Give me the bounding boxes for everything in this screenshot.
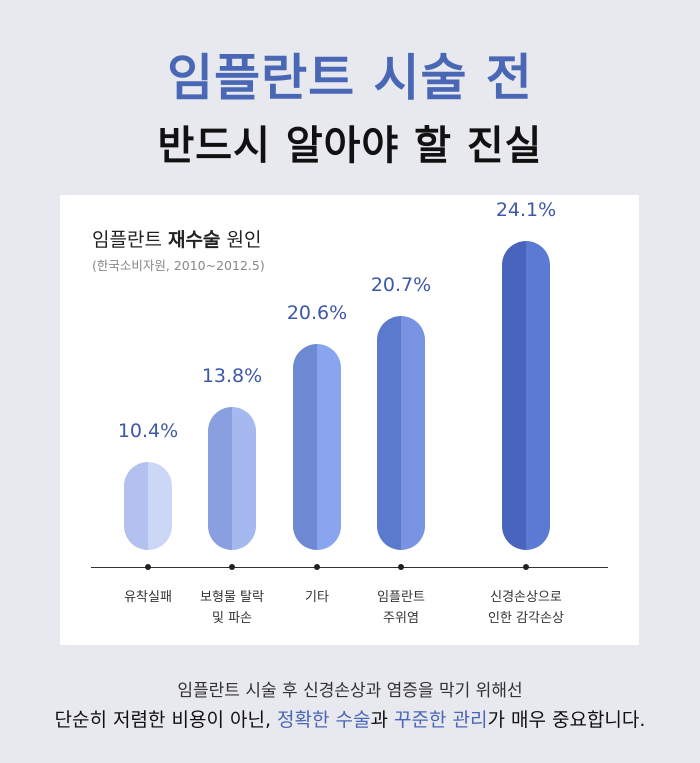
footer-line-1: 임플란트 시술 후 신경손상과 염증을 막기 위해선 (177, 681, 523, 701)
bar (124, 462, 172, 550)
headline-title: 임플란트 시술 전 (167, 49, 533, 107)
bar-value-label: 13.8% (201, 365, 263, 387)
category-label-line: 인한 감각손상 (488, 611, 564, 626)
axis-tick-dot (523, 564, 529, 570)
headline-subtitle: 반드시 알아야 할 진실 (157, 123, 543, 169)
x-axis-line (91, 567, 608, 568)
category-label-line: 신경손상으로 (490, 590, 562, 605)
footer-line-2: 단순히 저렴한 비용이 아닌, 정확한 수술과 꾸준한 관리가 매우 중요합니다… (0, 705, 700, 732)
axis-tick-dot (145, 564, 151, 570)
chart-title: 임플란트 재수술 원인 (92, 225, 261, 252)
bar (293, 344, 341, 550)
bar (377, 316, 425, 550)
axis-tick-dot (398, 564, 404, 570)
bar (502, 241, 550, 550)
footer-text: 단순히 저렴한 비용이 아닌, (54, 709, 278, 731)
category-label: 유착실패 (78, 587, 218, 608)
axis-tick-dot (314, 564, 320, 570)
chart-source: (한국소비자원, 2010~2012.5) (92, 258, 265, 273)
bar-value-label: 10.4% (117, 420, 179, 442)
axis-tick-dot (229, 564, 235, 570)
category-label-line: 보형물 탈락 (200, 590, 264, 605)
footer-text: 과 (370, 709, 395, 731)
category-label-line: 주위염 (383, 611, 419, 626)
category-label-line: 유착실패 (124, 590, 172, 605)
footer-accent-care: 꾸준한 관리 (394, 709, 488, 731)
chart-card: 임플란트 재수술 원인 (한국소비자원, 2010~2012.5) 10.4% 유… (60, 195, 639, 645)
footer-text: 가 매우 중요합니다. (487, 709, 646, 731)
chart-title-suffix: 원인 (220, 229, 262, 251)
chart-title-prefix: 임플란트 (92, 229, 168, 251)
category-label-line: 및 파손 (211, 611, 252, 626)
chart-title-bold: 재수술 (167, 229, 221, 251)
bar-value-label: 20.7% (370, 274, 432, 296)
category-label: 기타 (247, 587, 387, 608)
category-label-line: 임플란트 (377, 590, 425, 605)
bar-value-label: 24.1% (495, 199, 557, 221)
footer-accent-surgery: 정확한 수술 (277, 709, 371, 731)
category-label-line: 기타 (305, 590, 329, 605)
bar (208, 407, 256, 550)
bar-value-label: 20.6% (286, 302, 348, 324)
